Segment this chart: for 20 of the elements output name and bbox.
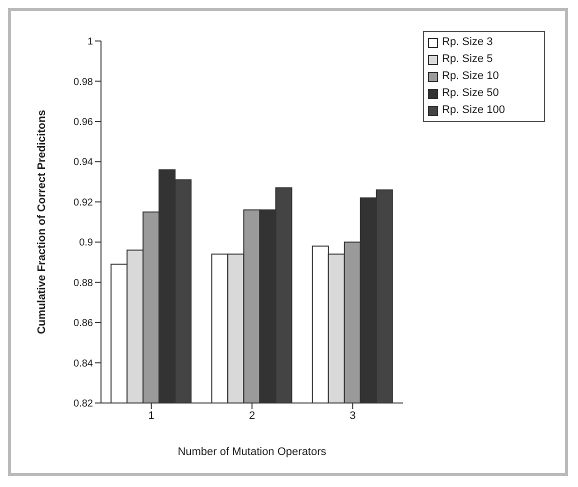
legend-label: Rp. Size 3 — [442, 35, 493, 50]
x-tick-label: 1 — [148, 410, 154, 422]
y-tick-label: 0.86 — [74, 318, 94, 330]
legend-label: Rp. Size 10 — [442, 69, 499, 84]
legend-label: Rp. Size 5 — [442, 52, 493, 67]
legend-label: Rp. Size 100 — [442, 103, 505, 118]
y-tick-label: 0.96 — [74, 116, 94, 128]
y-tick-label: 0.9 — [79, 238, 94, 249]
y-tick-label: 0.94 — [74, 157, 94, 168]
x-tick-label: 2 — [248, 410, 256, 422]
y-tick-label: 0.82 — [74, 398, 94, 410]
y-tick-label: 1 — [87, 36, 94, 48]
legend-label: Rp. Size 50 — [442, 86, 499, 101]
y-axis-title: Cumulative Fraction of Correct Predicitons — [36, 110, 48, 334]
y-tick-label: 0.92 — [74, 197, 94, 208]
x-tick-label: 3 — [350, 410, 356, 422]
y-tick-label: 0.84 — [74, 358, 94, 370]
x-axis-title: Number of Mutation Operators — [178, 446, 327, 458]
y-tick-label: 0.88 — [74, 278, 94, 289]
y-tick-label: 0.98 — [74, 76, 94, 88]
